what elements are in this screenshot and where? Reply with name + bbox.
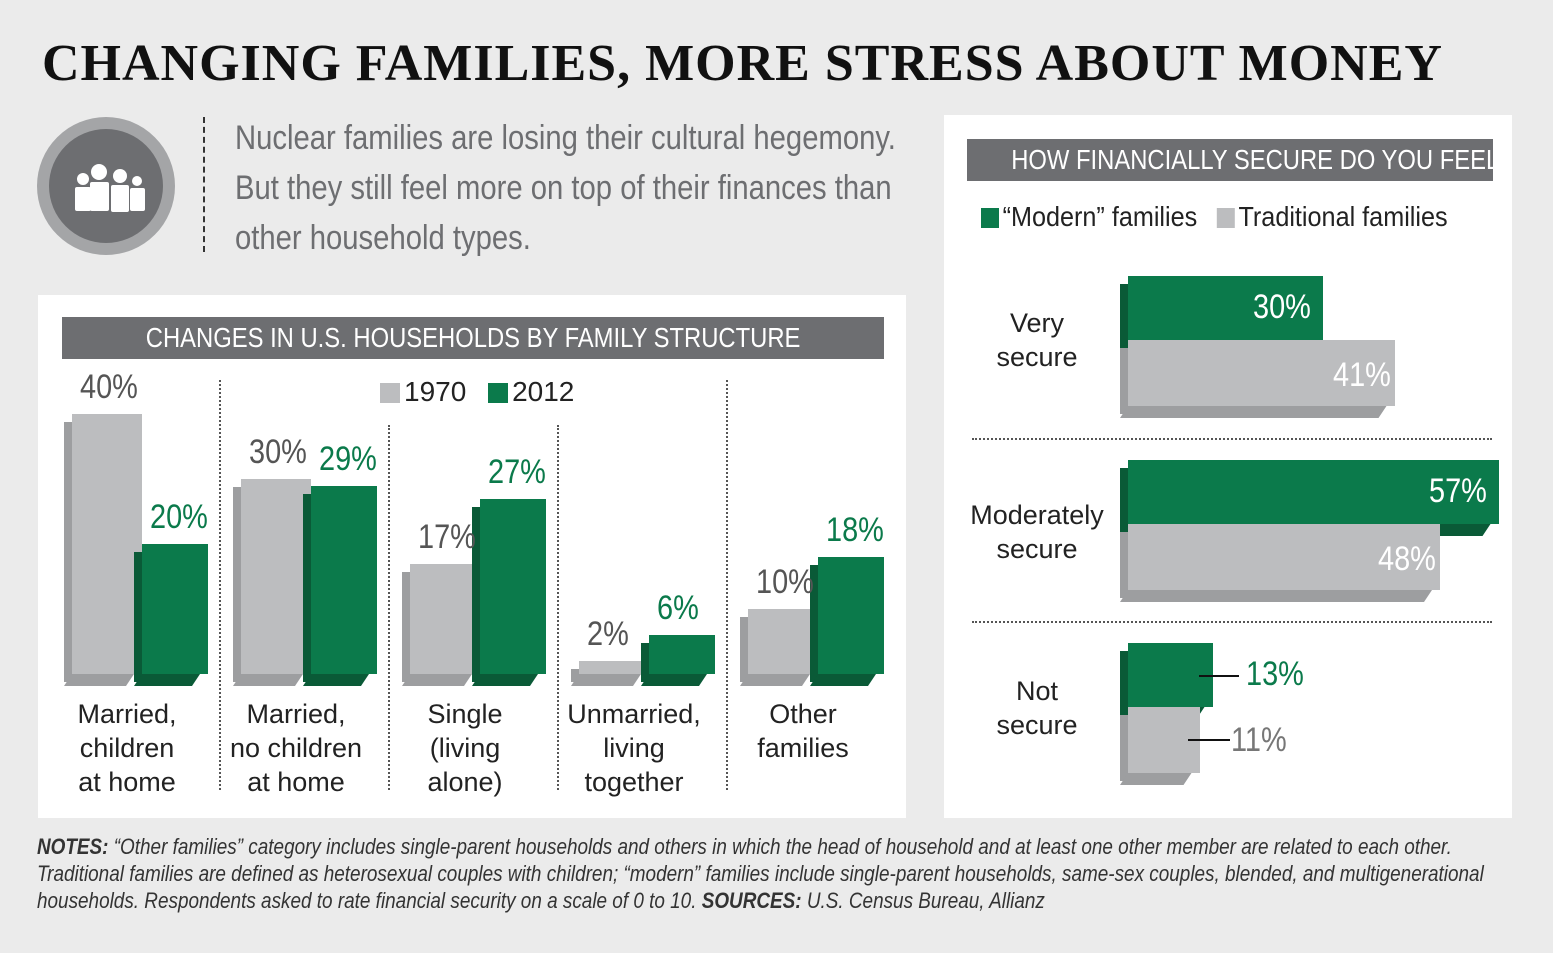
legend-swatch-traditional — [1216, 208, 1235, 228]
bar-traditional-side — [1120, 532, 1128, 598]
group-divider — [557, 425, 559, 790]
category-label: Very secure — [996, 308, 1078, 372]
bar-traditional-side — [1120, 348, 1128, 414]
bar-1970 — [748, 609, 818, 674]
group-divider — [388, 425, 390, 790]
bar-traditional — [1128, 340, 1395, 406]
legend-2012: 2012 — [512, 376, 575, 407]
legend-1970: 1970 — [404, 376, 467, 407]
bar-2012-bottom — [641, 674, 707, 686]
value-label-1970: 2% — [587, 615, 629, 653]
bar-1970-side — [402, 571, 410, 682]
bar-2012-bottom — [134, 674, 200, 686]
bar-modern-side — [1120, 284, 1128, 348]
bar-modern — [1128, 460, 1499, 524]
bar-1970-bottom — [64, 674, 134, 686]
value-label-modern: 57% — [1428, 472, 1487, 510]
value-label-2012: 27% — [488, 452, 546, 491]
legend-swatch-2012 — [488, 383, 509, 403]
bar-1970 — [241, 479, 311, 674]
bar-2012 — [480, 498, 546, 674]
leader-line — [1187, 739, 1230, 741]
value-label-2012: 6% — [657, 589, 699, 627]
bar-traditional-bottom — [1120, 773, 1192, 785]
legend-swatch-modern — [981, 208, 999, 228]
value-label-1970: 10% — [756, 563, 814, 601]
bar-traditional-side — [1120, 715, 1128, 781]
notes-label: NOTES: — [37, 834, 109, 859]
bar-1970-bottom — [233, 674, 303, 686]
bar-2012 — [142, 544, 208, 674]
category-label: Moderately secure — [970, 500, 1104, 564]
value-label-modern: 13% — [1245, 655, 1304, 693]
bar-1970-side — [740, 617, 748, 682]
bar-2012 — [818, 557, 884, 674]
bar-1970-bottom — [740, 674, 810, 686]
bar-traditional-bottom — [1120, 406, 1387, 418]
notes-text: “Other families” category includes singl… — [37, 834, 1484, 913]
bar-1970-side — [571, 669, 579, 682]
security-chart-title: HOW FINANCIALLY SECURE DO YOU FEEL? — [967, 139, 1512, 181]
security-legend: “Modern” families Traditional families — [981, 201, 1448, 233]
value-label-2012: 20% — [150, 498, 208, 536]
value-label-traditional: 48% — [1378, 540, 1436, 578]
intro-text: Nuclear families are losing their cultur… — [235, 119, 896, 257]
bar-2012-side — [810, 565, 818, 682]
bar-2012 — [311, 485, 377, 674]
sources-label: SOURCES: — [701, 888, 802, 913]
category-label: Not secure — [996, 676, 1078, 740]
family-icon — [37, 117, 175, 255]
row-divider — [972, 621, 1492, 623]
bar-1970-side — [64, 422, 72, 682]
value-label-modern: 30% — [1253, 288, 1311, 326]
category-label: Single (living alone) — [427, 699, 503, 797]
bar-1970-bottom — [571, 674, 641, 686]
bar-traditional — [1128, 524, 1440, 590]
page-title: CHANGING FAMILIES, MORE STRESS ABOUT MON… — [42, 35, 1443, 92]
bar-1970-side — [233, 487, 241, 682]
value-label-2012: 29% — [319, 439, 377, 478]
bar-modern-side — [1120, 651, 1128, 715]
category-label: Unmarried, living together — [567, 699, 701, 797]
value-label-1970: 17% — [418, 517, 476, 556]
value-label-traditional: 11% — [1230, 721, 1287, 759]
legend-traditional: Traditional families — [1238, 201, 1448, 232]
category-label: Married, no children at home — [229, 699, 363, 797]
leader-line — [1198, 675, 1239, 677]
group-divider — [219, 380, 221, 790]
group-divider — [726, 380, 728, 790]
value-label-1970: 40% — [80, 368, 138, 406]
bar-2012-bottom — [303, 674, 369, 686]
divider — [203, 117, 205, 252]
households-chart-title: CHANGES IN U.S. HOUSEHOLDS BY FAMILY STR… — [62, 317, 884, 359]
sources-text: U.S. Census Bureau, Allianz — [801, 888, 1045, 913]
bar-2012-bottom — [472, 674, 538, 686]
bar-2012-side — [472, 506, 480, 682]
notes: NOTES: “Other families” category include… — [37, 833, 1516, 914]
legend-swatch-1970 — [380, 383, 400, 403]
value-label-2012: 18% — [826, 511, 884, 549]
bar-2012-bottom — [810, 674, 876, 686]
category-label: Married, children at home — [77, 699, 177, 797]
legend-modern: “Modern” families — [1002, 201, 1198, 232]
row-divider — [972, 438, 1492, 440]
bar-1970-bottom — [402, 674, 472, 686]
bar-modern-side — [1120, 468, 1128, 532]
bar-1970 — [579, 661, 649, 674]
value-label-traditional: 41% — [1332, 356, 1391, 394]
households-legend: 1970 2012 — [380, 376, 574, 408]
bar-modern — [1128, 643, 1213, 707]
bar-1970 — [410, 563, 480, 674]
bar-traditional-bottom — [1120, 590, 1432, 602]
bar-2012 — [649, 635, 715, 674]
category-label: Other families — [757, 699, 849, 763]
bar-2012-side — [641, 643, 649, 682]
value-label-1970: 30% — [249, 433, 307, 471]
bar-2012-side — [134, 552, 142, 682]
bar-2012-side — [303, 493, 311, 682]
bar-1970 — [72, 414, 142, 674]
bar-modern — [1128, 276, 1323, 340]
